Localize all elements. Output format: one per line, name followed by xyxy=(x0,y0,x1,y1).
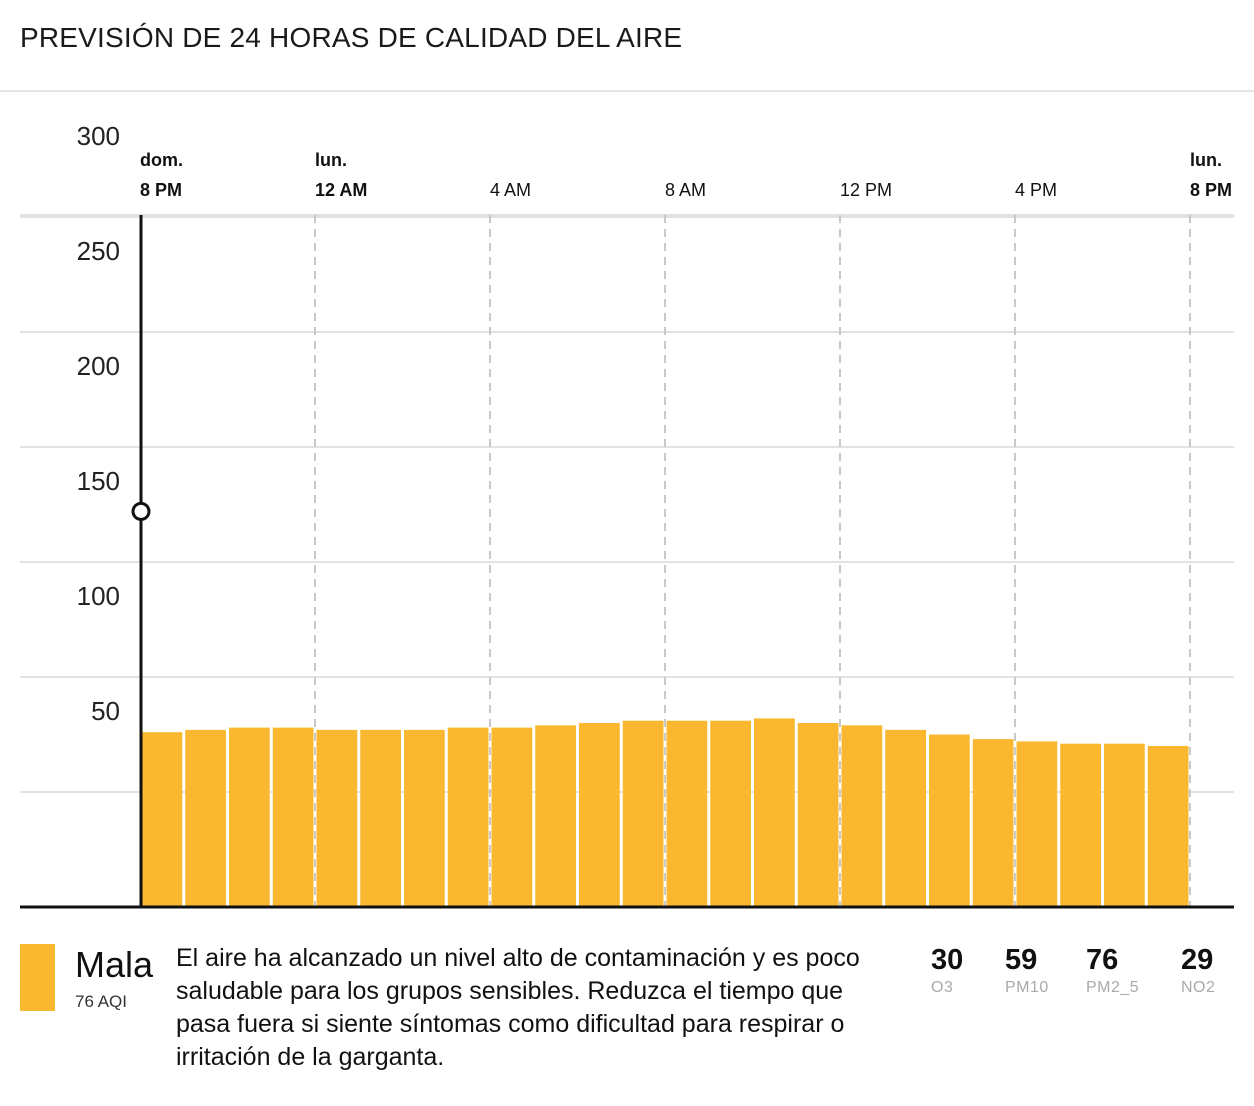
header-divider xyxy=(0,90,1254,92)
y-tick-label: 200 xyxy=(77,351,120,381)
pollutant-value: 59 xyxy=(1005,944,1038,976)
aqi-bar xyxy=(491,727,533,907)
pollutant-no2: 29 NO2 xyxy=(1181,944,1254,997)
pollutant-pm10: 59 PM10 xyxy=(1005,944,1095,997)
aqi-value: 76 AQI xyxy=(75,992,127,1011)
x-tick-day-label: lun. xyxy=(1190,150,1222,170)
x-tick-time-label: 12 PM xyxy=(840,180,892,200)
pollutant-value: 29 xyxy=(1181,944,1214,976)
pollutant-value: 30 xyxy=(931,944,964,976)
aqi-bar xyxy=(710,720,751,907)
aqi-bar xyxy=(929,734,970,907)
aqi-bar xyxy=(185,729,226,907)
aqi-bar xyxy=(1104,743,1145,907)
aqi-bar xyxy=(535,725,576,907)
aqi-bar xyxy=(316,729,358,907)
aqi-bar xyxy=(229,727,270,907)
x-tick-day-label: dom. xyxy=(140,150,183,170)
pollutant-name: PM10 xyxy=(1005,979,1049,996)
aqi-description: El aire ha alcanzado un nivel alto de co… xyxy=(176,944,860,1071)
pollutant-o3: 30 O3 xyxy=(931,944,1021,997)
aqi-bar xyxy=(1016,741,1058,907)
aqi-category: Mala xyxy=(75,944,154,985)
aqi-bar xyxy=(622,720,664,907)
x-tick-time-label: 8 PM xyxy=(140,180,182,200)
aqi-bar xyxy=(360,729,401,907)
pollutant-name: O3 xyxy=(931,979,954,996)
aqi-bar xyxy=(1060,743,1101,907)
x-tick-time-label: 4 PM xyxy=(1015,180,1057,200)
aqi-bar xyxy=(404,729,445,907)
aqi-bar xyxy=(272,727,314,907)
aqi-bar xyxy=(579,723,620,907)
y-tick-label: 150 xyxy=(77,466,120,496)
y-tick-label: 100 xyxy=(77,581,120,611)
aqi-bar xyxy=(972,739,1014,907)
y-tick-label: 250 xyxy=(77,236,120,266)
x-tick-time-label: 12 AM xyxy=(315,180,367,200)
x-tick-time-label: 4 AM xyxy=(490,180,531,200)
aqi-bar xyxy=(841,725,883,907)
aqi-bar xyxy=(666,720,708,907)
aqi-bar xyxy=(754,718,795,907)
pollutant-name: NO2 xyxy=(1181,979,1216,996)
x-tick-time-label: 8 PM xyxy=(1190,180,1232,200)
aqi-bar xyxy=(141,732,183,907)
aqi-forecast-chart: 50 100 150 200 250 300 dom. 8 PM lun. 12 AM 4 AM 8 … xyxy=(20,121,1234,909)
y-tick-label: 300 xyxy=(77,121,120,151)
x-tick-time-label: 8 AM xyxy=(665,180,706,200)
aqi-bar xyxy=(1147,746,1189,907)
page-title: PREVISIÓN DE 24 HORAS DE CALIDAD DEL AIR… xyxy=(20,22,683,53)
aqi-bar xyxy=(797,723,839,907)
aqi-bar xyxy=(885,729,926,907)
aqi-color-swatch xyxy=(20,944,55,1011)
aqi-bar xyxy=(447,727,489,907)
x-tick-day-label: lun. xyxy=(315,150,347,170)
pollutant-value: 76 xyxy=(1086,944,1119,976)
pollutant-name: PM2_5 xyxy=(1086,979,1140,996)
y-tick-label: 50 xyxy=(91,696,120,726)
pollutant-pm2-5: 76 PM2_5 xyxy=(1086,944,1176,997)
current-time-marker xyxy=(131,501,151,521)
